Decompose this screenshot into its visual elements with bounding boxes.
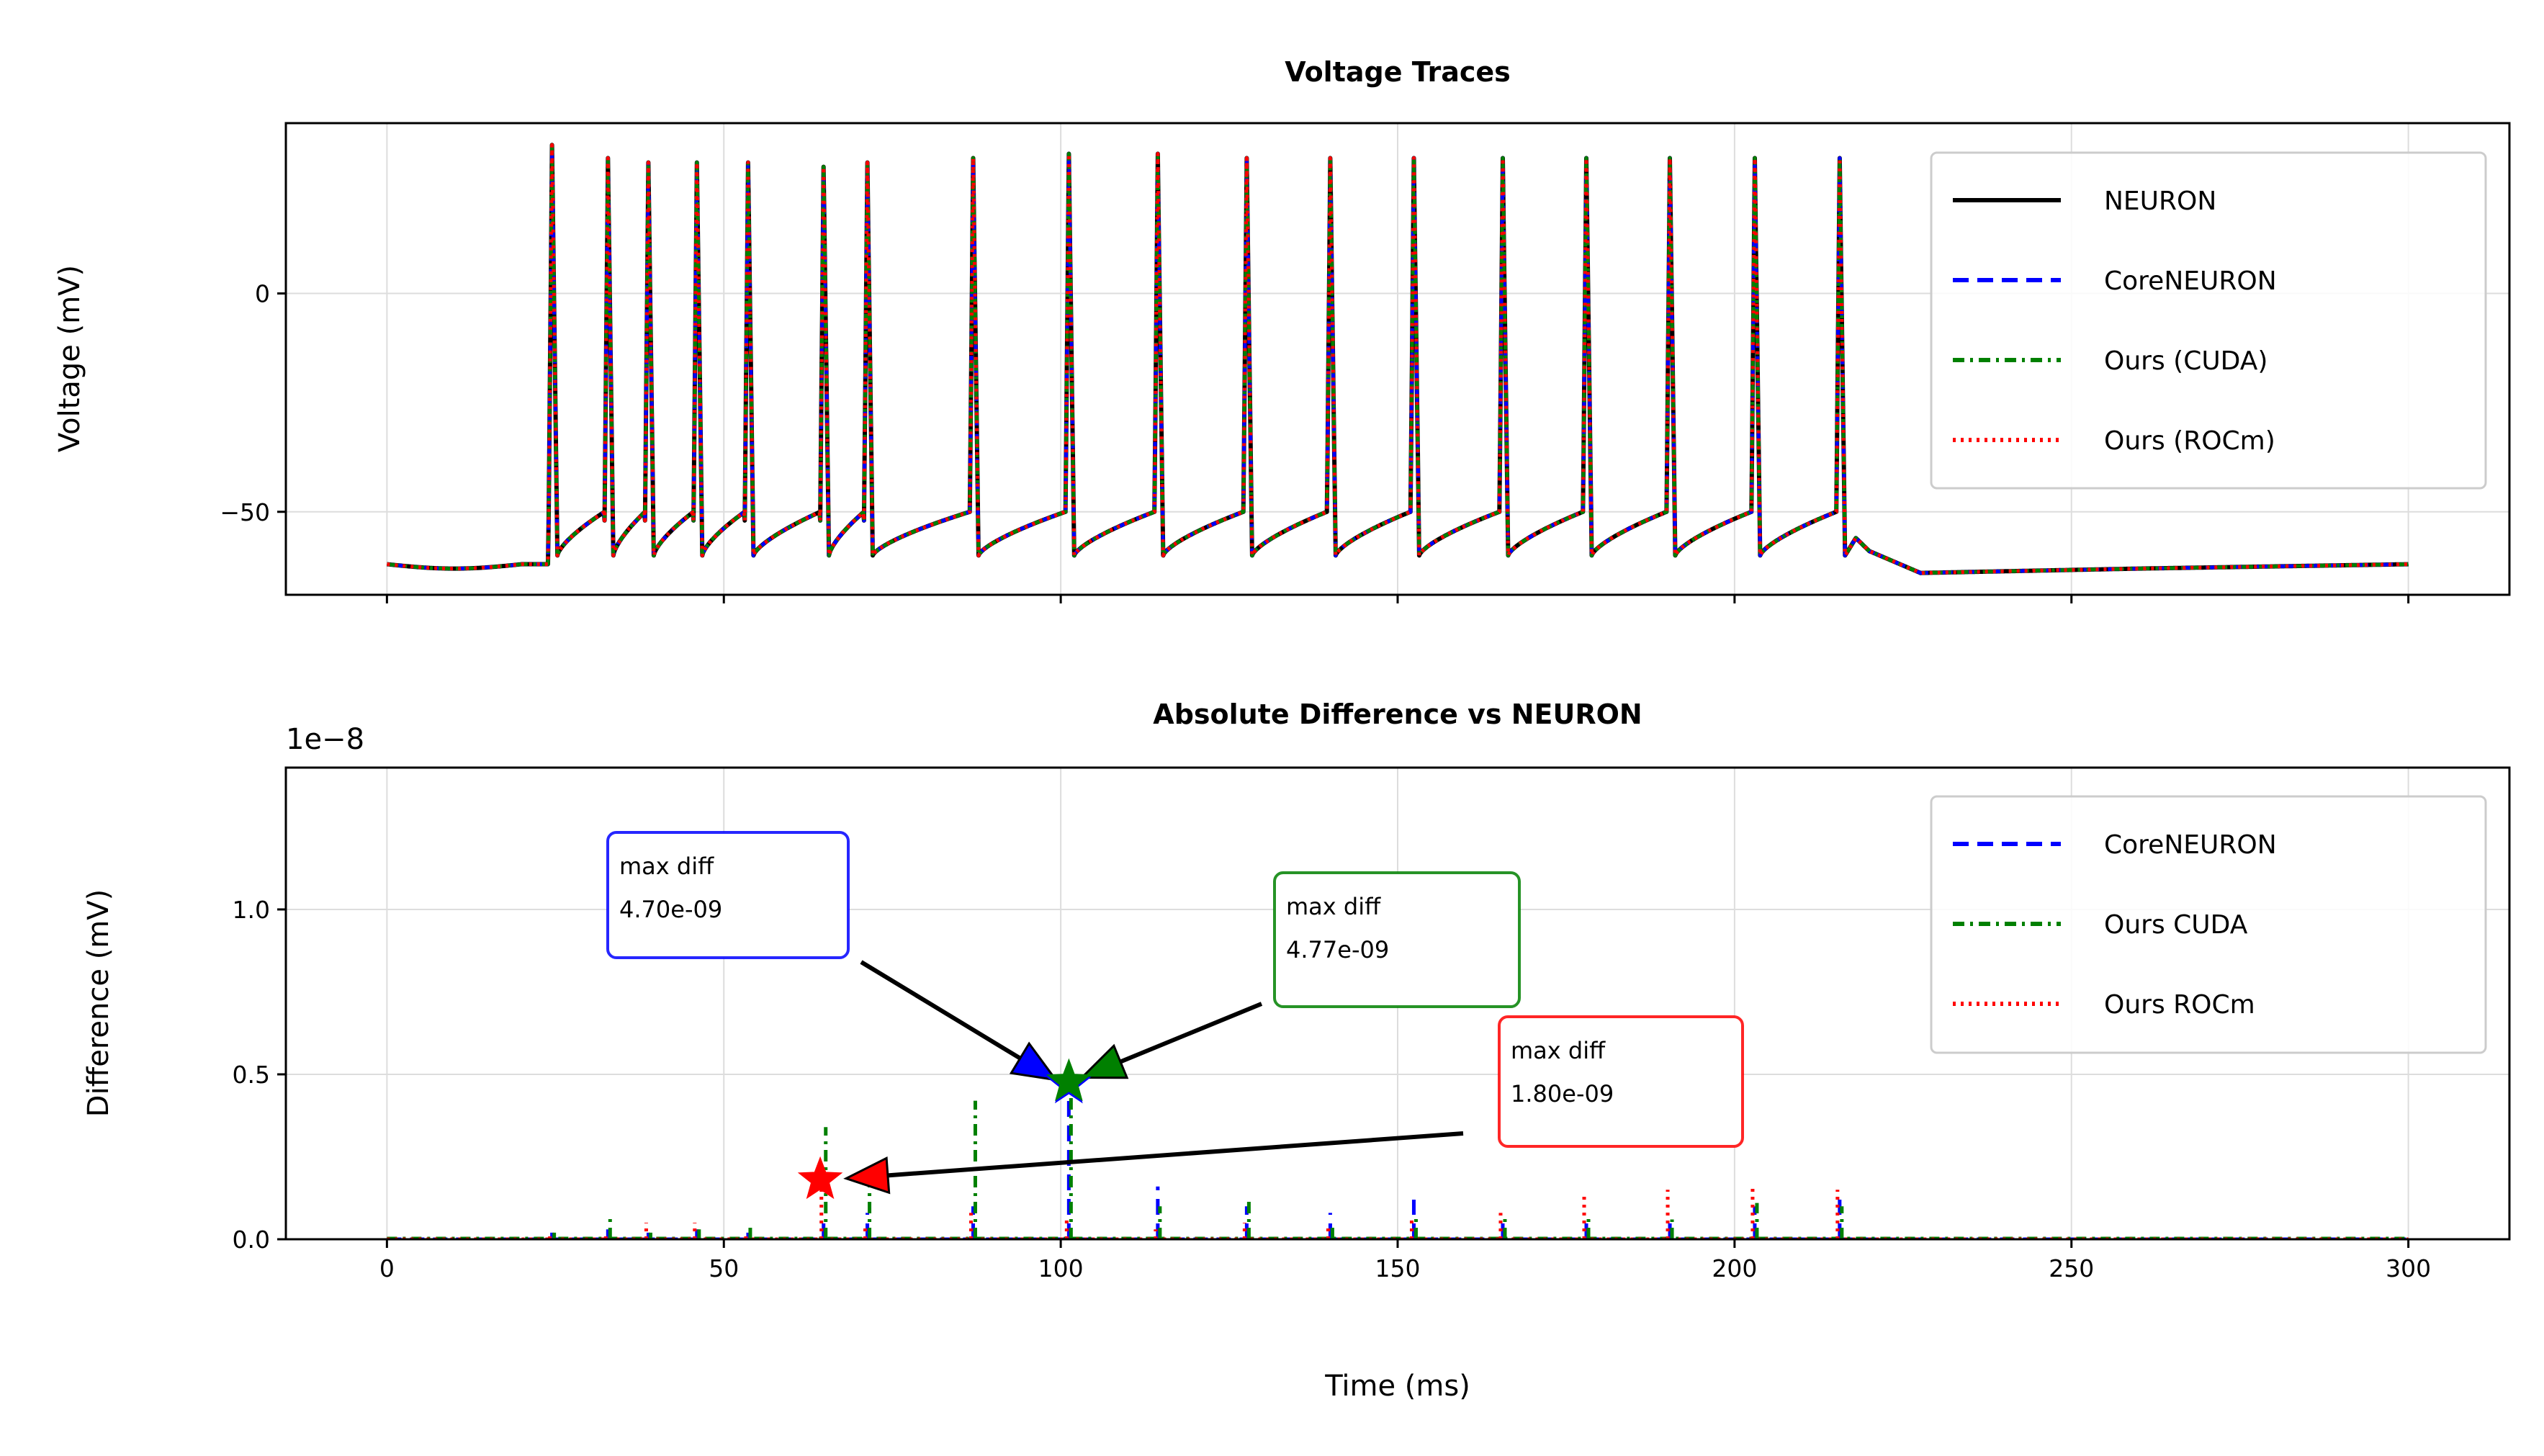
annotation-text: 1.80e-09 (1511, 1080, 1614, 1107)
legend-label: CoreNEURON (2104, 830, 2277, 860)
y-tick-label: −50 (220, 498, 270, 526)
panel-title: Absolute Difference vs NEURON (1153, 698, 1642, 730)
max-diff-marker (1046, 1058, 1092, 1102)
legend-label: Ours (ROCm) (2104, 426, 2275, 456)
x-tick-label: 100 (1038, 1254, 1084, 1282)
legend: NEURON CoreNEURON Ours (CUDA) Ours (ROCm) (1930, 151, 2487, 490)
max-diff-marker (797, 1156, 843, 1200)
panel-title: Voltage Traces (1285, 56, 1511, 88)
series-line-ours-cuda- (385, 143, 2410, 575)
arrow-shaft (860, 960, 1022, 1061)
legend-frame (1930, 151, 2487, 490)
y-axis-label: Difference (mV) (82, 889, 115, 1117)
annotation-text: max diff (1286, 893, 1381, 920)
y-tick-label: 1.0 (233, 896, 270, 924)
y-offset-label: 1e−8 (286, 723, 364, 756)
legend-item: NEURON (1953, 187, 2216, 216)
x-tick-label: 0 (379, 1254, 395, 1282)
series-ours-rocm (548, 1179, 1840, 1239)
difference-panel: Absolute Difference vs NEURON 1e−8 0 50 10… (82, 698, 2511, 1403)
arrow-shaft (887, 1131, 1464, 1178)
annotation-text: 4.77e-09 (1286, 936, 1389, 963)
y-axis-label: Voltage (mV) (53, 265, 86, 452)
y-tick-label: 0 (255, 280, 270, 308)
voltage-traces-panel: Voltage Traces −50 0 Voltage (mV) NEURON C… (53, 56, 2511, 603)
plot-area (385, 143, 2410, 575)
legend-label: Ours ROCm (2104, 990, 2255, 1020)
legend-frame (1930, 795, 2487, 1054)
x-tick-label: 250 (2049, 1254, 2094, 1282)
legend-item: Ours CUDA (1953, 910, 2248, 940)
legend-label: Ours CUDA (2104, 910, 2248, 940)
legend-label: Ours (CUDA) (2104, 346, 2267, 376)
annotation-box: max diff 1.80e-09 (1498, 1015, 1744, 1148)
annotation-text: max diff (1511, 1037, 1606, 1064)
arrow-head (843, 1156, 891, 1195)
x-tick-label: 200 (1712, 1254, 1757, 1282)
annotation-frame (1498, 1015, 1744, 1148)
x-tick-label: 50 (709, 1254, 739, 1282)
annotation-arrow (1079, 1002, 1263, 1079)
annotation-frame (606, 831, 850, 959)
axis-ticks: 0 50 100 150 200 250 300 0.0 0.5 1.0 (233, 896, 2432, 1282)
annotation-arrow (843, 1131, 1464, 1195)
axis-ticks: −50 0 (220, 280, 2410, 603)
x-tick-label: 300 (2386, 1254, 2431, 1282)
legend-item: Ours (ROCm) (1953, 426, 2275, 456)
legend-label: NEURON (2104, 187, 2216, 216)
arrow-head (1079, 1043, 1129, 1079)
y-tick-label: 0.5 (233, 1061, 270, 1089)
annotation-text: 4.70e-09 (619, 896, 722, 923)
annotation-frame (1273, 871, 1521, 1008)
annotation-text: max diff (619, 853, 714, 880)
annotation-arrow (860, 960, 1058, 1082)
legend-label: CoreNEURON (2104, 266, 2277, 296)
legend-item: Ours ROCm (1953, 990, 2255, 1020)
annotation-box: max diff 4.70e-09 (606, 831, 850, 959)
x-axis-label: Time (ms) (1324, 1370, 1470, 1403)
annotation-box: max diff 4.77e-09 (1273, 871, 1521, 1008)
legend-item: Ours (CUDA) (1953, 346, 2267, 376)
arrow-shaft (1119, 1002, 1263, 1064)
x-tick-label: 150 (1375, 1254, 1421, 1282)
legend-item: CoreNEURON (1953, 830, 2277, 860)
y-tick-label: 0.0 (233, 1226, 270, 1254)
legend-item: CoreNEURON (1953, 266, 2277, 296)
arrow-head (1009, 1041, 1058, 1082)
legend: CoreNEURON Ours CUDA Ours ROCm (1930, 795, 2487, 1054)
